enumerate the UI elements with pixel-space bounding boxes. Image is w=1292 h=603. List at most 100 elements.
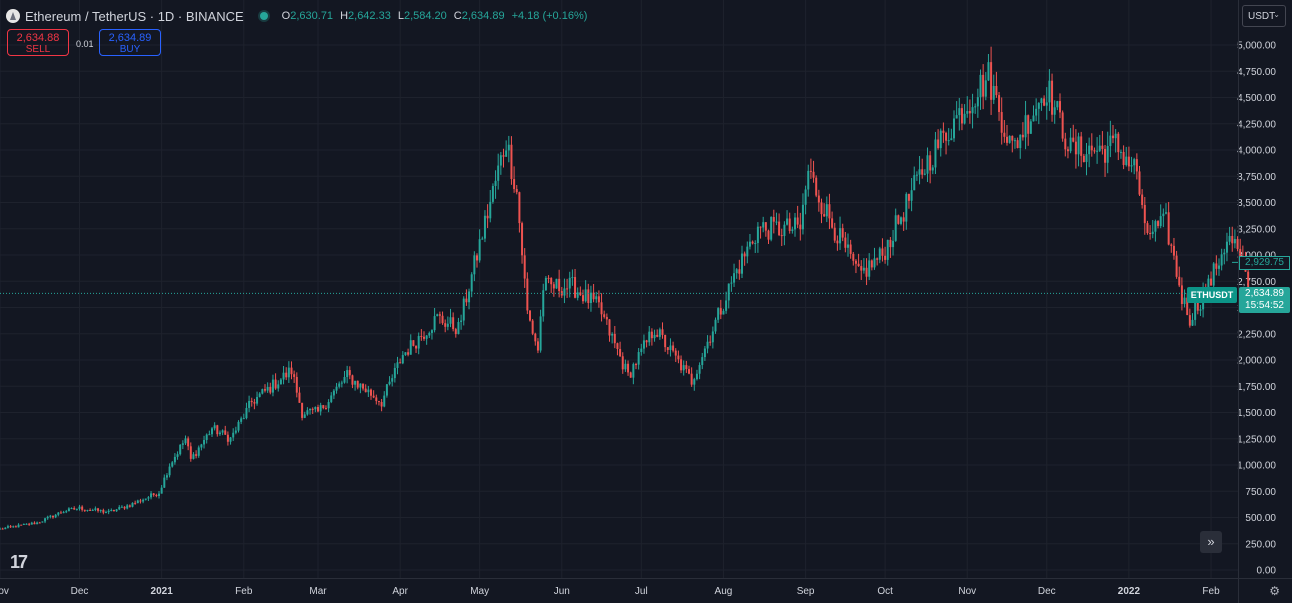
candle-body xyxy=(179,444,182,455)
candle-body xyxy=(857,263,860,267)
y-tick-label: 1,250.00 xyxy=(1237,434,1276,445)
x-tick-label: Nov xyxy=(0,586,9,597)
candle-body xyxy=(499,155,502,166)
symbol-title[interactable]: Ethereum / TetherUS · 1D · BINANCE xyxy=(25,8,244,24)
candle-body xyxy=(576,292,579,298)
candle-body xyxy=(529,310,531,321)
candle-body xyxy=(703,348,706,358)
candle-body xyxy=(807,170,810,190)
candle-body xyxy=(661,329,664,335)
candle-body xyxy=(1146,223,1149,234)
candle-body xyxy=(966,111,969,114)
candle-body xyxy=(640,348,643,353)
currency-select[interactable]: USDT ⌄ xyxy=(1242,5,1286,27)
candle-body xyxy=(152,493,155,495)
candle-body xyxy=(465,298,468,303)
candle-body xyxy=(505,150,508,157)
candle-body xyxy=(1016,140,1019,149)
candle-body xyxy=(706,341,709,349)
candle-body xyxy=(613,333,616,344)
candle-body xyxy=(860,266,863,271)
candle-body xyxy=(955,115,958,119)
ethereum-logo-icon xyxy=(6,9,20,23)
candle-body xyxy=(168,466,171,476)
candle-body xyxy=(937,139,940,149)
y-tick-label: 0.00 xyxy=(1257,566,1277,577)
candle-body xyxy=(1210,278,1213,286)
candle-body xyxy=(592,292,595,300)
candle-body xyxy=(237,421,240,431)
candle-body xyxy=(650,331,653,339)
candle-body xyxy=(340,382,343,384)
gear-icon[interactable]: ⚙ xyxy=(1269,584,1280,598)
candle-body xyxy=(1082,155,1085,163)
candle-body xyxy=(1106,146,1109,163)
candle-body xyxy=(515,189,518,193)
candle-body xyxy=(489,201,492,219)
low-key: L xyxy=(397,10,404,22)
candle-body xyxy=(1006,136,1008,143)
candle-body xyxy=(847,244,849,248)
candle-body xyxy=(1,528,4,530)
candle-body xyxy=(391,378,394,382)
candle-body xyxy=(876,258,879,260)
candle-body xyxy=(701,357,704,366)
candle-body xyxy=(136,500,139,504)
candle-body xyxy=(279,379,282,385)
candle-body xyxy=(1074,141,1077,155)
candle-body xyxy=(176,454,179,457)
candle-body xyxy=(0,528,1,530)
candle-body xyxy=(1180,285,1183,304)
candle-body xyxy=(1130,165,1133,167)
candle-body xyxy=(1175,255,1178,277)
candle-body xyxy=(226,434,229,442)
candle-body xyxy=(171,462,174,467)
candle-body xyxy=(918,169,921,175)
candle-body xyxy=(287,367,290,378)
open-value: 2,630.71 xyxy=(290,10,334,22)
candle-body xyxy=(648,331,651,343)
candle-body xyxy=(645,340,648,343)
tradingview-logo-icon[interactable]: 17 xyxy=(10,552,28,572)
candle-body xyxy=(929,155,932,171)
candle-body xyxy=(915,174,918,176)
buy-button[interactable]: 2,634.89 BUY xyxy=(99,29,161,56)
candle-body xyxy=(173,456,176,463)
candle-body xyxy=(1133,159,1136,166)
candle-body xyxy=(868,260,871,277)
candle-body xyxy=(433,316,436,331)
candle-body xyxy=(945,132,948,141)
candle-body xyxy=(330,395,333,403)
candle-body xyxy=(738,269,741,274)
scroll-to-realtime-button[interactable]: » xyxy=(1200,531,1222,553)
candle-body xyxy=(950,138,953,141)
candle-body xyxy=(126,505,129,509)
candle-body xyxy=(587,289,590,303)
sell-button[interactable]: 2,634.88 SELL xyxy=(7,29,69,56)
candle-body xyxy=(105,512,107,514)
candle-body xyxy=(9,526,12,528)
candle-body xyxy=(698,365,701,374)
candle-body xyxy=(221,430,224,433)
candle-body xyxy=(404,352,407,356)
y-tick-label: 5,000.00 xyxy=(1237,41,1276,52)
candle-body xyxy=(1077,136,1080,155)
candle-body xyxy=(608,319,611,336)
candle-body xyxy=(301,402,304,418)
candle-body xyxy=(306,410,309,415)
candle-body xyxy=(322,405,325,409)
candle-body xyxy=(804,189,807,205)
candle-body xyxy=(258,393,261,397)
candle-body xyxy=(102,510,105,513)
candle-body xyxy=(285,372,288,378)
x-tick-label: Feb xyxy=(1202,586,1220,597)
candle-body xyxy=(144,498,147,500)
candles xyxy=(0,46,1252,530)
candle-body xyxy=(1239,248,1242,257)
candle-body xyxy=(375,397,378,402)
candle-body xyxy=(362,383,365,389)
candle-body xyxy=(163,477,166,488)
candle-body xyxy=(597,296,600,303)
candle-body xyxy=(605,316,608,320)
